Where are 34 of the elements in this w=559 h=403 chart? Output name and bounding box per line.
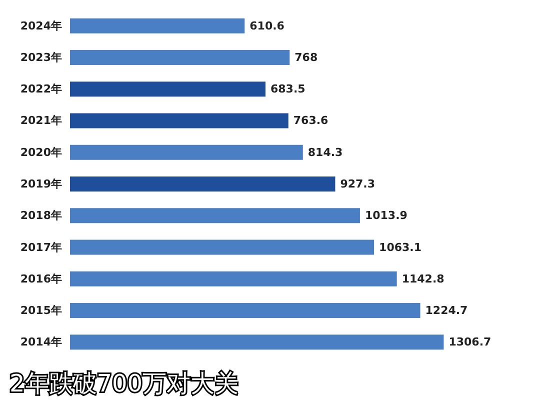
data-label: 1224.7 xyxy=(425,304,468,318)
data-label: 927.3 xyxy=(340,178,376,190)
data-label: 1013.9 xyxy=(364,209,408,222)
bar xyxy=(70,240,374,255)
data-label: 1063.1 xyxy=(379,240,422,254)
bar xyxy=(70,303,420,318)
y-tick-label: 2017年 xyxy=(20,240,62,254)
bar xyxy=(70,50,290,65)
text: 2年跌破700万对大关 xyxy=(10,370,239,398)
bar xyxy=(70,18,245,34)
data-label: 814.3 xyxy=(308,146,343,159)
bar xyxy=(70,208,360,224)
y-tick-label: 2020年 xyxy=(20,146,62,159)
bar xyxy=(70,113,288,128)
y-tick-label: 2016年 xyxy=(20,272,62,286)
y-tick-label: 2021年 xyxy=(20,114,62,128)
y-tick-label: 2014年 xyxy=(20,336,62,349)
data-label: 763.6 xyxy=(293,114,329,128)
y-tick-label: 2022年 xyxy=(20,82,62,96)
bar xyxy=(70,176,336,192)
bar xyxy=(70,144,303,160)
data-label: 1306.7 xyxy=(448,336,492,349)
y-tick-label: 2015年 xyxy=(20,304,62,318)
data-label: 1142.8 xyxy=(402,272,444,286)
bar xyxy=(70,82,266,97)
y-tick-label: 2023年 xyxy=(20,50,62,64)
bar xyxy=(70,334,444,350)
y-tick-label: 2019年 xyxy=(20,178,62,190)
data-label: 683.5 xyxy=(270,82,306,96)
y-tick-label: 2018年 xyxy=(20,209,62,222)
data-label: 610.6 xyxy=(250,19,285,32)
y-tick-label: 2024年 xyxy=(20,19,62,32)
data-label: 768 xyxy=(294,50,318,64)
bar xyxy=(70,271,397,286)
